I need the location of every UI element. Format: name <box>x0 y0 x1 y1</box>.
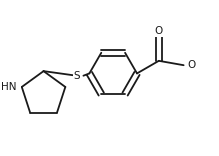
Text: HN: HN <box>1 82 16 92</box>
Text: O: O <box>187 60 196 70</box>
Text: S: S <box>73 71 80 81</box>
Text: O: O <box>155 26 163 36</box>
